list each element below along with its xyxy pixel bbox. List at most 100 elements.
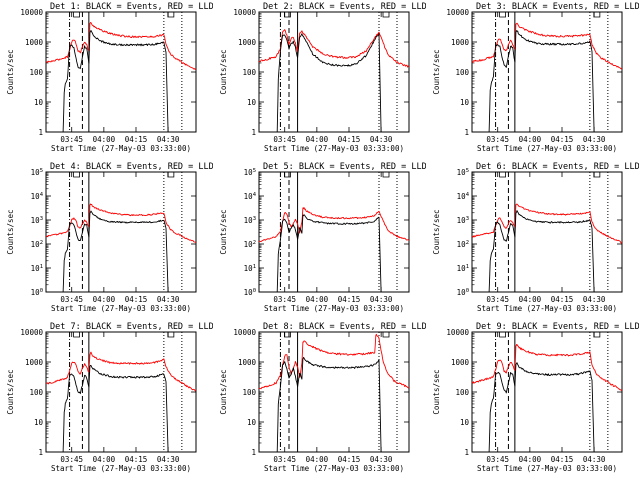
y-tick-label: 10	[34, 98, 44, 107]
y-tick-label: 100	[29, 388, 43, 397]
x-tick-label: 04:30	[370, 135, 393, 144]
interval-marker	[382, 12, 390, 18]
chart-svg: 1 10 100 1000 10000 03:45 04:00 04:15 04:30 Det 3…	[432, 2, 639, 153]
x-tick-label: 04:30	[157, 135, 180, 144]
y-tick-label: 100	[242, 68, 256, 77]
interval-marker	[593, 172, 601, 178]
y-tick-label: 10	[34, 418, 44, 427]
y-tick-label: 105	[244, 168, 256, 177]
series-line-events	[276, 33, 382, 132]
y-axis-label: Counts/sec	[432, 209, 441, 254]
x-tick-label: 04:30	[583, 295, 606, 304]
y-tick-label: 1000	[451, 358, 470, 367]
x-tick-label: 03:45	[60, 135, 83, 144]
chart-title: Det 3: BLACK = Events, RED = LLD	[476, 2, 639, 12]
y-tick-label: 1	[251, 128, 256, 137]
x-tick-label: 04:00	[519, 135, 542, 144]
interval-marker	[499, 12, 506, 18]
chart-title: Det 5: BLACK = Events, RED = LLD	[263, 162, 426, 172]
x-axis-label: Start Time (27-May-03 03:33:00)	[51, 464, 191, 473]
chart-title: Det 7: BLACK = Events, RED = LLD	[50, 322, 213, 332]
x-tick-label: 03:45	[273, 135, 296, 144]
series-line-lld	[46, 22, 196, 71]
y-tick-label: 1	[464, 448, 469, 457]
series-line-events	[62, 210, 169, 292]
series-line-lld	[259, 333, 409, 390]
y-tick-label: 10	[247, 418, 257, 427]
y-tick-label: 104	[457, 192, 470, 201]
x-tick-label: 04:30	[157, 295, 180, 304]
x-axis-label: Start Time (27-May-03 03:33:00)	[264, 464, 404, 473]
detector-panel-3: 1 10 100 1000 10000 03:45 04:00 04:15 04:30 Det 3…	[426, 0, 639, 160]
y-tick-label: 103	[244, 216, 256, 225]
series-line-lld	[259, 207, 409, 243]
chart-title: Det 2: BLACK = Events, RED = LLD	[263, 2, 426, 12]
interval-marker	[167, 12, 175, 18]
y-tick-label: 100	[455, 68, 469, 77]
y-tick-label: 100	[244, 288, 256, 297]
interval-marker	[73, 332, 80, 338]
detector-panel-7: 1 10 100 1000 10000 03:45 04:00 04:15 04:30 Det 7…	[0, 320, 213, 480]
interval-marker	[593, 12, 601, 18]
x-tick-label: 04:15	[125, 295, 148, 304]
chart-svg: 100 101 102 103 104 105 03:45 04:00 04:15 04:30 De…	[219, 162, 426, 313]
plot-frame	[471, 11, 623, 133]
series-line-events	[62, 364, 169, 452]
series-line-events	[488, 30, 595, 132]
y-tick-label: 104	[31, 192, 44, 201]
x-tick-label: 03:45	[60, 295, 83, 304]
y-axis-label: Counts/sec	[219, 369, 228, 414]
x-tick-label: 04:15	[338, 135, 361, 144]
series-line-events	[488, 210, 595, 292]
detector-panel-8: 1 10 100 1000 10000 03:45 04:00 04:15 04:30 Det 8…	[213, 320, 426, 480]
y-tick-label: 101	[244, 264, 256, 273]
x-tick-label: 04:00	[306, 455, 329, 464]
interval-marker	[167, 172, 175, 178]
x-tick-label: 04:30	[370, 455, 393, 464]
series-line-events	[488, 362, 595, 452]
chart-svg: 1 10 100 1000 10000 03:45 04:00 04:15 04:30 Det 9…	[432, 322, 639, 473]
series-line-events	[276, 214, 382, 292]
x-axis-label: Start Time (27-May-03 03:33:00)	[477, 304, 617, 313]
y-tick-label: 100	[29, 68, 43, 77]
y-tick-label: 10000	[446, 8, 469, 17]
x-tick-label: 04:30	[157, 455, 180, 464]
y-tick-label: 10	[460, 98, 470, 107]
y-tick-label: 10000	[233, 328, 256, 337]
interval-marker	[73, 12, 80, 18]
y-axis-label: Counts/sec	[6, 369, 15, 414]
y-tick-label: 103	[31, 216, 43, 225]
x-tick-label: 03:45	[273, 455, 296, 464]
chart-title: Det 8: BLACK = Events, RED = LLD	[263, 322, 426, 332]
y-tick-label: 101	[457, 264, 469, 273]
x-tick-label: 04:15	[338, 295, 361, 304]
y-axis-label: Counts/sec	[219, 209, 228, 254]
y-tick-label: 105	[31, 168, 43, 177]
x-tick-label: 04:15	[338, 455, 361, 464]
plot-frame	[258, 11, 410, 133]
x-tick-label: 03:45	[486, 295, 509, 304]
interval-marker	[382, 172, 390, 178]
x-tick-label: 04:00	[93, 455, 116, 464]
x-axis-label: Start Time (27-May-03 03:33:00)	[264, 144, 404, 153]
detector-panel-1: 1 10 100 1000 10000 03:45 04:00 04:15 04:30 Det 1…	[0, 0, 213, 160]
x-tick-label: 04:00	[306, 295, 329, 304]
interval-marker	[284, 172, 291, 178]
interval-marker	[499, 172, 506, 178]
chart-svg: 1 10 100 1000 10000 03:45 04:00 04:15 04:30 Det 8…	[219, 322, 426, 473]
y-axis-label: Counts/sec	[432, 369, 441, 414]
x-tick-label: 04:00	[519, 455, 542, 464]
y-tick-label: 102	[244, 240, 256, 249]
y-tick-label: 1000	[25, 358, 44, 367]
x-tick-label: 04:15	[125, 135, 148, 144]
detector-panel-6: 100 101 102 103 104 105 03:45 04:00 04:15 04:30 De…	[426, 160, 639, 320]
y-tick-label: 1	[38, 128, 43, 137]
y-tick-label: 104	[244, 192, 257, 201]
x-tick-label: 04:30	[583, 455, 606, 464]
y-tick-label: 102	[31, 240, 43, 249]
y-tick-label: 10000	[233, 8, 256, 17]
interval-marker	[284, 332, 291, 338]
y-axis-label: Counts/sec	[219, 49, 228, 94]
chart-svg: 100 101 102 103 104 105 03:45 04:00 04:15 04:30 De…	[6, 162, 213, 313]
series-line-lld	[472, 203, 622, 244]
